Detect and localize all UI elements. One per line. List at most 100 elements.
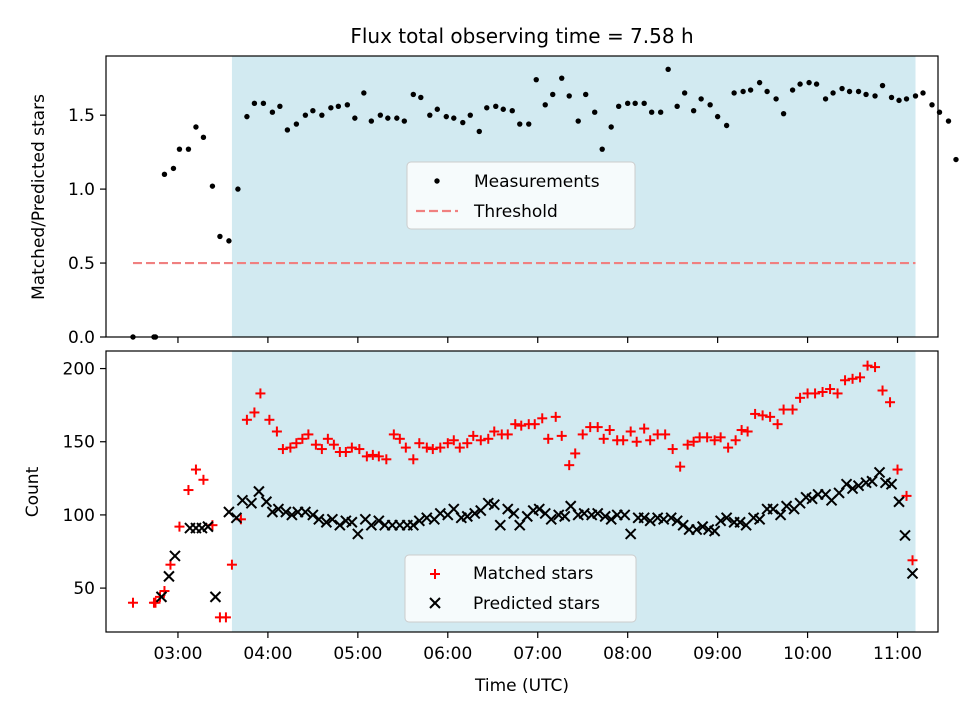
predicted-star-point: [334, 519, 346, 531]
measurement-point: [269, 109, 276, 115]
matched-star-point: [618, 435, 629, 446]
matched-star-point: [810, 388, 821, 399]
predicted-star-point: [488, 498, 500, 511]
matched-star-point: [550, 411, 561, 422]
measurement-point: [615, 103, 622, 109]
measurement-point: [217, 233, 223, 240]
predicted-star-point: [502, 503, 514, 515]
bottom-y-tick-label: 150: [63, 433, 95, 453]
x-tick-label: 08:00: [603, 644, 652, 664]
matched-star-point: [736, 425, 747, 436]
matched-star-point: [367, 449, 378, 460]
predicted-star-point: [202, 520, 214, 533]
measurement-point: [451, 115, 457, 121]
measurement-point: [592, 109, 598, 115]
matched-star-point: [772, 419, 783, 430]
legend-predicted-label: Predicted stars: [473, 594, 600, 614]
measurement-point: [608, 124, 614, 130]
matched-star-point: [226, 559, 237, 570]
predicted-star-point: [545, 513, 557, 526]
measurement-point: [863, 91, 869, 98]
matched-star-point: [303, 429, 314, 440]
predicted-star-point: [169, 550, 181, 562]
matched-star-point: [400, 442, 411, 453]
predicted-star-point: [873, 466, 886, 479]
measurement-point: [747, 87, 754, 93]
predicted-star-point: [508, 507, 520, 520]
x-tick-label: 06:00: [423, 644, 472, 664]
x-axis-label: Time (UTC): [474, 676, 569, 696]
measurement-point: [756, 79, 763, 86]
predicted-star-point: [893, 496, 905, 508]
predicted-star-point: [559, 510, 571, 523]
matched-star-point: [730, 435, 741, 446]
matched-star-point: [556, 430, 567, 441]
measurement-point: [822, 96, 829, 102]
measurement-point: [690, 108, 697, 114]
matched-star-point: [901, 490, 912, 501]
measurement-point: [302, 112, 309, 118]
predicted-star-point: [671, 515, 683, 527]
measurement-point: [953, 156, 959, 163]
matched-star-point: [564, 460, 575, 471]
matched-star-point: [847, 373, 858, 384]
top-y-tick-label: 1.5: [68, 106, 95, 126]
matched-star-point: [709, 435, 720, 446]
matched-star-point: [688, 436, 699, 447]
legend-predicted-marker: [429, 597, 441, 609]
predicted-star-point: [494, 519, 506, 531]
predicted-star-point: [605, 513, 617, 526]
matched-star-point: [421, 442, 432, 453]
bottom-panel-frame: [105, 350, 939, 633]
predicted-star-point: [840, 478, 853, 490]
measurement-point: [714, 113, 721, 120]
measurement-point: [484, 105, 490, 111]
matched-star-point: [174, 521, 185, 532]
predicted-star-point: [260, 496, 273, 508]
measurement-point: [542, 102, 548, 108]
legend-matched-label: Matched stars: [473, 564, 593, 584]
measurement-point: [789, 87, 796, 93]
predicted-star-point: [599, 510, 611, 523]
matched-star-point: [373, 451, 384, 462]
measurement-point: [920, 90, 926, 96]
measurement-point: [418, 94, 424, 101]
measurement-point: [493, 103, 499, 109]
matched-star-point: [475, 435, 486, 446]
predicted-star-point: [286, 509, 298, 521]
measurement-point: [260, 100, 267, 107]
predicted-star-point: [253, 485, 265, 498]
measurement-point: [209, 183, 216, 189]
matched-star-point: [667, 444, 678, 455]
predicted-star-point: [163, 570, 175, 583]
measurement-point: [707, 102, 713, 108]
matched-star-point: [604, 425, 615, 436]
predicted-star-point: [774, 509, 787, 521]
measurement-point: [226, 238, 232, 244]
matched-star-point: [316, 444, 327, 455]
measurement-point: [599, 146, 605, 152]
predicted-star-point: [624, 528, 637, 540]
predicted-star-point: [373, 515, 385, 527]
measurement-point: [410, 91, 417, 98]
matched-star-point: [570, 448, 581, 459]
measurement-point: [813, 81, 820, 87]
matched-star-point: [832, 388, 843, 399]
predicted-star-point: [272, 503, 285, 515]
matched-star-point: [645, 435, 656, 446]
predicted-star-point: [852, 479, 865, 492]
matched-star-point: [723, 442, 734, 453]
matched-star-point: [702, 432, 713, 443]
matched-star-point: [795, 392, 806, 403]
matched-star-point: [778, 404, 789, 415]
matched-star-point: [291, 438, 302, 449]
predicted-star-point: [320, 516, 333, 528]
predicted-star-point: [677, 519, 689, 531]
measurement-point: [251, 100, 258, 107]
predicted-star-point: [407, 519, 420, 531]
measurement-point: [896, 97, 902, 104]
measurement-point: [559, 75, 565, 81]
predicted-star-point: [638, 512, 650, 524]
matched-star-point: [750, 408, 761, 419]
matched-star-point: [297, 433, 308, 444]
